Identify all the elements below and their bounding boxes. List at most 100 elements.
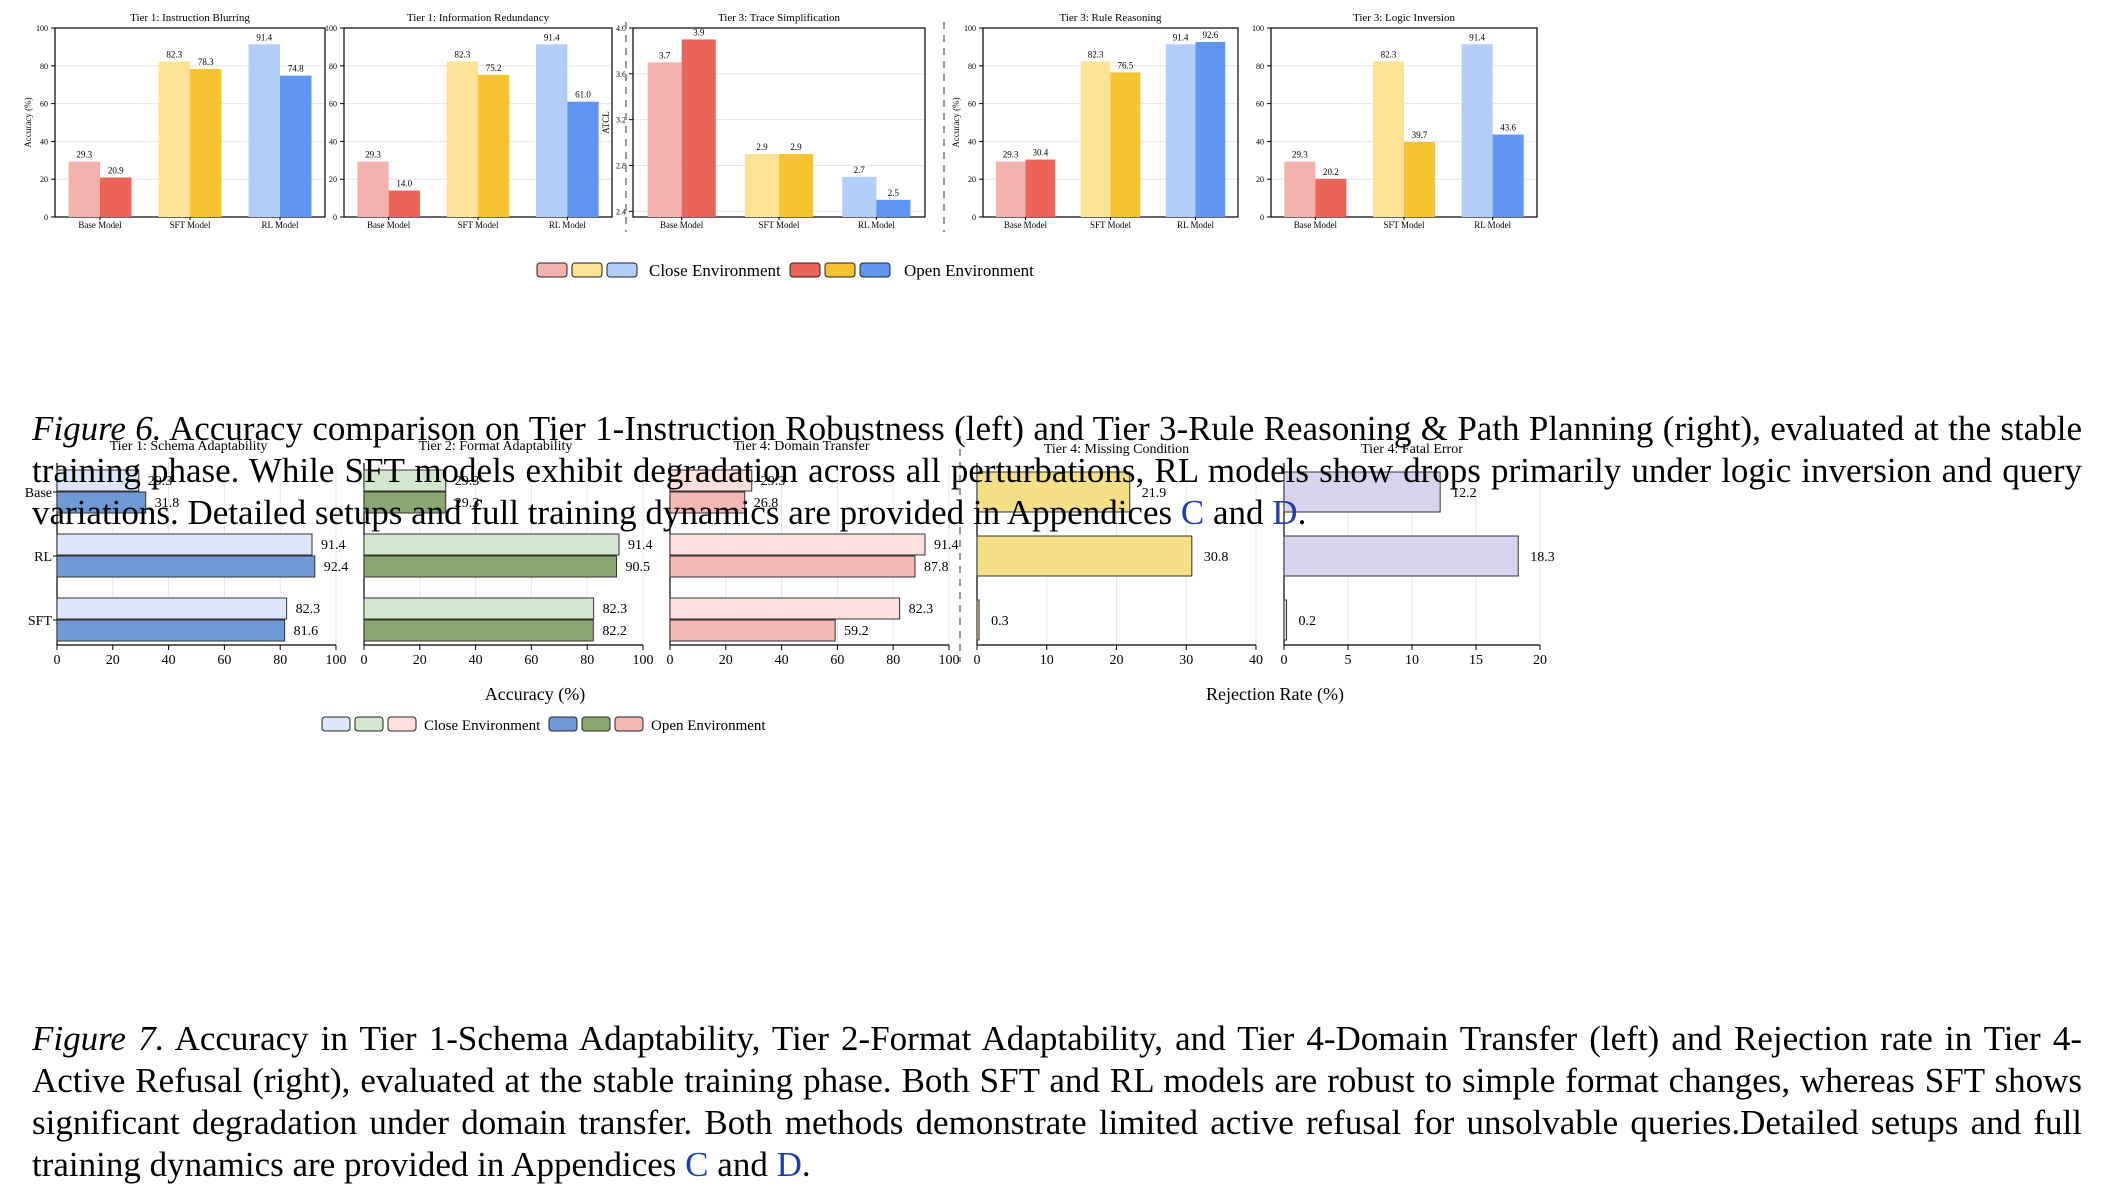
- x-tick-label: 80: [886, 653, 900, 668]
- caption-period: .: [801, 1145, 811, 1184]
- legend-label-close: Close Environment: [424, 718, 541, 734]
- bar-open: [876, 199, 911, 217]
- bar-close: [158, 61, 190, 217]
- y-tick-label: 20: [1256, 175, 1264, 184]
- bar-close: [1372, 61, 1404, 217]
- bar-value-label: 91.4: [321, 538, 346, 553]
- x-tick-label: 20: [1533, 653, 1547, 668]
- appendix-c-link[interactable]: C: [1180, 493, 1205, 532]
- x-tick-label: 20: [719, 653, 733, 668]
- x-tick-label: RL Model: [1474, 220, 1511, 230]
- y-tick-label: 100: [36, 24, 48, 33]
- y-tick-label: SFT: [28, 614, 53, 629]
- y-tick-label: 40: [40, 137, 48, 146]
- appendix-d-link[interactable]: D: [1272, 493, 1298, 532]
- y-tick-label: 80: [968, 62, 976, 71]
- x-tick-label: 10: [1405, 653, 1419, 668]
- bar-value-label: 87.8: [924, 560, 949, 575]
- x-tick-label: Base Model: [1004, 220, 1048, 230]
- x-tick-label: 20: [413, 653, 427, 668]
- y-axis-label: ATCL: [601, 111, 611, 134]
- panel-title: Tier 3: Rule Reasoning: [1060, 12, 1162, 24]
- bar-close: [1284, 161, 1316, 217]
- bar-value-label: 20.2: [1323, 167, 1339, 177]
- y-tick-label: 0: [1260, 213, 1264, 222]
- bar-close: [1461, 44, 1493, 218]
- bar: [1283, 535, 1519, 577]
- bar-value-label: 29.3: [76, 150, 92, 160]
- fig7-panel-5: 0 5 10 15 20 Tier 4: Fatal Error 12.2 18.3 0.2: [1281, 442, 1555, 668]
- x-tick-label: 100: [939, 653, 960, 668]
- panel-title: Tier 4: Missing Condition: [1044, 442, 1189, 457]
- figure-6-chart-group: 0 20 40 60 80 100 Tier 1: Instruction Blurring…: [23, 12, 1538, 280]
- bar-value-label: 82.3: [296, 602, 321, 617]
- y-axis-label: Accuracy (%): [23, 97, 33, 147]
- x-tick-label: 20: [1110, 653, 1124, 668]
- panel-title: Tier 1: Instruction Blurring: [130, 12, 250, 24]
- y-tick-label: 100: [1252, 24, 1264, 33]
- bar-value-label: 82.3: [603, 602, 628, 617]
- bar-value-label: 3.7: [659, 50, 671, 60]
- bar-value-label: 12.2: [1452, 486, 1477, 501]
- legend-swatch-open: [614, 716, 644, 732]
- bar-value-label: 91.4: [934, 538, 959, 553]
- bar-value-label: 78.3: [198, 57, 214, 67]
- appendix-c-link[interactable]: C: [685, 1145, 709, 1184]
- bar-close: [1165, 44, 1196, 218]
- bar-close: [669, 469, 753, 492]
- y-tick-label: 60: [329, 100, 337, 109]
- bar-close: [669, 597, 901, 620]
- bar-value-label: 39.7: [1412, 130, 1428, 140]
- legend-label-open: Open Environment: [904, 261, 1034, 280]
- x-tick-label: RL Model: [858, 220, 895, 230]
- x-tick-label: 0: [1281, 653, 1288, 668]
- bar-open: [1492, 134, 1524, 217]
- bar-value-label: 91.4: [1173, 32, 1189, 42]
- y-tick-label: 40: [329, 137, 337, 146]
- bar-value-label: 82.3: [454, 49, 470, 59]
- appendix-d-link[interactable]: D: [776, 1145, 802, 1184]
- bar-close: [68, 161, 100, 217]
- y-tick-label: Base: [25, 486, 52, 501]
- bar-value-label: 76.5: [1118, 60, 1134, 70]
- y-tick-label: 80: [40, 62, 48, 71]
- x-tick-label: 60: [217, 653, 231, 668]
- bar-close: [1080, 61, 1111, 217]
- bar-open: [1315, 178, 1347, 217]
- bar-open: [363, 555, 617, 578]
- bar-value-label: 18.3: [1530, 550, 1555, 565]
- bar-value-label: 2.9: [790, 142, 802, 152]
- bar-open: [388, 190, 420, 217]
- legend-swatch-close: [387, 716, 417, 732]
- y-tick-label: 2.4: [616, 207, 626, 216]
- bar-close: [357, 161, 389, 217]
- bar-open: [681, 39, 716, 217]
- bar-close: [56, 469, 140, 492]
- y-tick-label: 20: [40, 175, 48, 184]
- bar-value-label: 30.8: [1204, 550, 1229, 565]
- bar-open: [280, 75, 312, 218]
- y-tick-label: 100: [325, 24, 337, 33]
- bar-value-label: 75.2: [486, 63, 502, 73]
- bar: [1283, 471, 1441, 513]
- bar-open: [669, 619, 836, 642]
- figure-7-caption-text: Accuracy in Tier 1-Schema Adaptability, …: [32, 1019, 2082, 1184]
- y-tick-label: 80: [329, 62, 337, 71]
- bar-close: [363, 469, 447, 492]
- fig6-panel-3: 2.4 2.8 3.2 3.6 4.0 Tier 3: Trace Simplificat…: [601, 12, 926, 230]
- y-tick-label: 60: [40, 100, 48, 109]
- fig7-panel-4: 0 10 20 30 40 Tier 4: Missing Condition 21.9 30…: [974, 442, 1264, 668]
- bar-value-label: 30.4: [1033, 148, 1049, 158]
- bar-close: [536, 44, 568, 218]
- panel-title: Tier 2: Format Adaptability: [419, 439, 573, 454]
- x-tick-label: 40: [775, 653, 789, 668]
- y-tick-label: 4.0: [616, 24, 626, 33]
- x-tick-label: Base Model: [1294, 220, 1338, 230]
- x-axis-label-rejection: Rejection Rate (%): [1206, 684, 1344, 705]
- bar-close: [647, 62, 682, 218]
- panel-title: Tier 3: Trace Simplification: [718, 12, 841, 24]
- bar-close: [744, 154, 779, 217]
- bar-value-label: 20.9: [108, 165, 124, 175]
- bar-open: [669, 555, 916, 578]
